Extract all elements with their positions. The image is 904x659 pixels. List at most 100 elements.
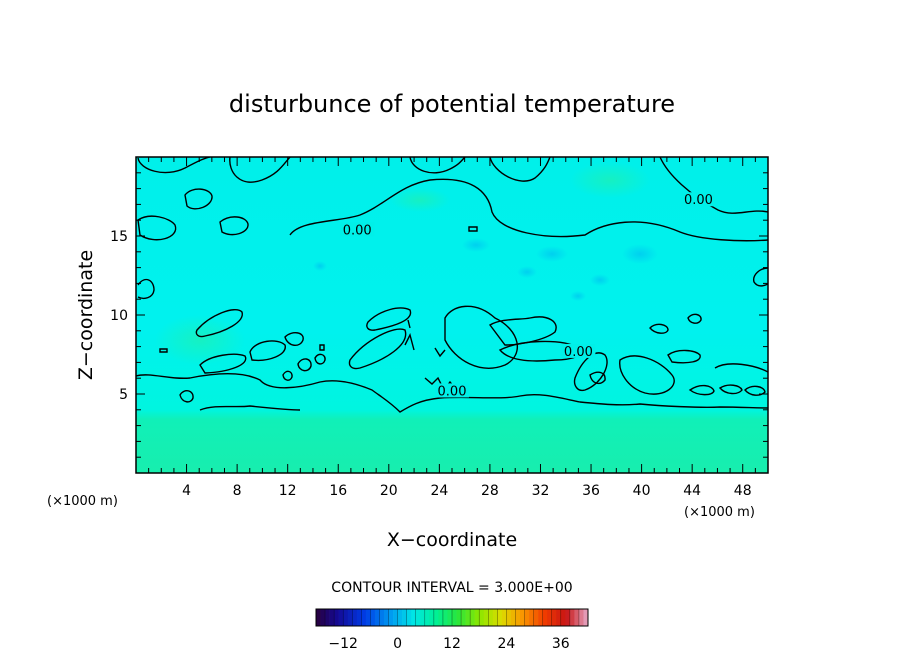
- colorbar-swatch: [329, 609, 335, 626]
- contour-top-left: [137, 157, 211, 174]
- colorbar-swatch: [365, 609, 371, 626]
- colorbar-swatch: [424, 609, 430, 626]
- colorbar-swatch: [456, 609, 462, 626]
- colorbar-ticks: −12 0 12 24 36: [328, 636, 569, 652]
- contour-center-loop: [444, 305, 518, 369]
- contour-upper-band: [289, 178, 768, 242]
- colorbar-swatch: [347, 609, 353, 626]
- contour-label-bg: [561, 343, 596, 358]
- colorbar-swatch: [397, 609, 403, 626]
- contour-small-oval2: [314, 353, 326, 365]
- colorbar-swatch: [529, 609, 534, 626]
- colorbar-swatch: [452, 609, 457, 626]
- colorbar-swatch: [556, 609, 562, 626]
- contour-mid-loop4: [284, 332, 304, 346]
- x-tick-label: 44: [683, 483, 701, 499]
- colorbar-swatch: [515, 609, 521, 626]
- contour-right-loop3: [667, 349, 701, 364]
- colorbar-swatch: [379, 609, 385, 626]
- colorbar-swatch: [578, 609, 584, 626]
- colorbar-tick-label: −12: [328, 636, 358, 652]
- contour-right-loop7: [688, 384, 715, 396]
- contour-small-rect: [468, 226, 478, 232]
- x-tick-label: 28: [481, 483, 499, 499]
- x-tick-label: 24: [430, 483, 448, 499]
- x-tick-label: 20: [380, 483, 398, 499]
- contour-label: 0.00: [343, 223, 372, 238]
- colorbar-swatch: [388, 609, 394, 626]
- contour-label: 0.00: [564, 345, 593, 360]
- contour-left-edge: [137, 278, 155, 299]
- x-unit-left: (×1000 m): [47, 494, 118, 509]
- field-blotches: [155, 162, 658, 365]
- colorbar-swatch: [538, 609, 543, 626]
- contour-lower-edge: [199, 405, 301, 411]
- colorbar-swatch: [325, 609, 330, 626]
- colorbar-swatch: [465, 609, 471, 626]
- field-background: [136, 157, 768, 473]
- contour-top-right1: [409, 157, 466, 174]
- contour-left-loop1: [137, 215, 177, 241]
- contour-small-oval4: [179, 390, 194, 403]
- colorbar-swatch: [506, 609, 512, 626]
- colorbar-swatch: [320, 609, 326, 626]
- contour-layer-boundary: [136, 373, 768, 413]
- colorbar-swatch: [384, 609, 389, 626]
- contour-right-loop6: [714, 363, 768, 373]
- colorbar-swatch: [497, 609, 503, 626]
- colorbar-swatch: [533, 609, 539, 626]
- x-tick-label: 40: [633, 483, 651, 499]
- contour-left-loop3: [219, 216, 249, 236]
- colorbar-swatch: [316, 609, 321, 626]
- contour-right-loop4: [649, 323, 669, 334]
- contour-right-loop2: [619, 355, 675, 395]
- colorbar-tick-label: 0: [393, 636, 402, 652]
- x-axis-ticks: 4 8 12 16 20 24 28 32 36 40 44 48: [148, 157, 756, 499]
- colorbar-swatch: [551, 609, 557, 626]
- contour-label: 0.00: [438, 384, 467, 399]
- contour-small-oval3: [282, 370, 293, 381]
- colorbar-swatch: [438, 609, 444, 626]
- y-tick-label: 10: [110, 308, 128, 324]
- colorbar-swatch: [411, 609, 417, 626]
- colorbar-swatch: [370, 609, 376, 626]
- contour-ridge-right2: [589, 371, 606, 385]
- colorbar-swatch: [442, 609, 448, 626]
- contour-top-right2: [489, 157, 551, 182]
- colorbar-swatch: [488, 609, 494, 626]
- x-tick-label: 32: [532, 483, 550, 499]
- colorbar-tick-label: 36: [552, 636, 570, 652]
- colorbar-frame: [315, 608, 589, 627]
- contour-label-bg: [435, 383, 469, 398]
- colorbar-swatch: [352, 609, 358, 626]
- contour-left-loop2: [184, 188, 213, 210]
- colorbar-swatch: [510, 609, 516, 626]
- colorbar-swatch: [393, 609, 398, 626]
- contour-top-far-right: [659, 157, 768, 214]
- contour-small-oval5: [319, 344, 325, 351]
- contour-right-edge: [753, 267, 768, 287]
- contour-mid-loop3: [199, 353, 247, 374]
- contour-label-bg: [340, 222, 375, 237]
- colorbar-swatch: [334, 609, 339, 626]
- colorbar-swatch: [560, 609, 566, 626]
- colorbar-swatch: [501, 609, 507, 626]
- colorbar-swatch: [420, 609, 426, 626]
- y-axis-ticks: 5 10 15: [110, 172, 768, 458]
- contour-label: 0.00: [684, 193, 713, 208]
- colorbar-swatch: [574, 609, 580, 626]
- colorbar-swatch: [470, 609, 475, 626]
- x-tick-label: 12: [279, 483, 297, 499]
- colorbar-swatch: [338, 609, 344, 626]
- colorbar-swatch: [402, 609, 407, 626]
- contour-small-oval6: [159, 348, 168, 353]
- x-tick-label: 8: [233, 483, 242, 499]
- y-tick-label: 15: [110, 229, 128, 245]
- chart-title: disturbunce of potential temperature: [229, 90, 675, 118]
- colorbar-swatch: [447, 609, 453, 626]
- contour-mid-loop2: [249, 340, 286, 362]
- contour-right-loop8: [718, 384, 743, 395]
- x-axis-label: X−coordinate: [387, 529, 517, 551]
- x-unit-right: (×1000 m): [684, 505, 755, 520]
